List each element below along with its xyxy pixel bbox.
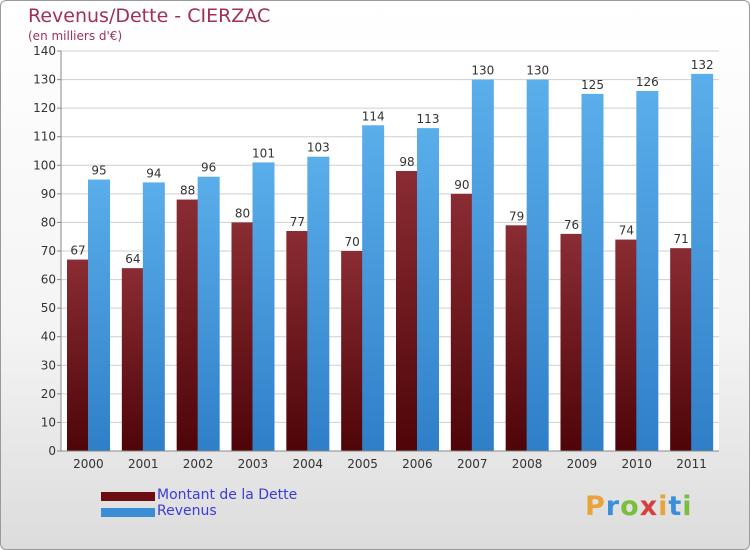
bar-revenus	[142, 182, 165, 451]
bar-dette	[67, 259, 89, 451]
data-label: 95	[91, 164, 106, 178]
data-label: 70	[345, 235, 360, 249]
proxiti-logo: Proxiti	[585, 491, 693, 522]
x-tick-label: 2007	[457, 457, 488, 471]
chart-subtitle: (en milliers d'€)	[28, 29, 123, 43]
data-label: 103	[307, 141, 330, 155]
data-label: 67	[70, 244, 85, 258]
data-label: 130	[526, 64, 549, 78]
x-tick-label: 2003	[238, 457, 269, 471]
data-label: 80	[235, 206, 250, 220]
x-tick-label: 2010	[621, 457, 652, 471]
x-tick-label: 2000	[73, 457, 104, 471]
bar-dette	[286, 231, 309, 451]
bar-dette	[341, 251, 364, 451]
bar-dette	[121, 268, 144, 451]
grid-layer	[61, 50, 719, 452]
labels-layer: 67 95 64 94 88 96 80 101 77 103 70 114 98 113 90 130 79 1…	[70, 58, 713, 266]
x-tick-label: 2005	[347, 457, 378, 471]
y-tick-label: 80	[41, 215, 56, 229]
y-tick-label: 30	[41, 358, 56, 372]
data-label: 101	[252, 146, 275, 160]
data-label: 90	[454, 178, 469, 192]
data-label: 94	[146, 166, 161, 180]
data-label: 96	[201, 161, 216, 175]
x-tick-label: 2002	[183, 457, 214, 471]
bar-dette	[396, 171, 418, 451]
data-label: 126	[636, 75, 659, 89]
bar-revenus	[197, 176, 220, 451]
data-label: 88	[180, 184, 195, 198]
legend-swatch-dette	[101, 492, 155, 501]
x-tick-label: 2011	[676, 457, 707, 471]
legend-swatch-revenus	[101, 508, 155, 517]
data-label: 77	[290, 215, 305, 229]
data-label: 125	[581, 78, 604, 92]
bar-dette	[450, 193, 473, 451]
bar-dette	[505, 225, 528, 451]
data-label: 98	[399, 155, 414, 169]
bar-revenus	[88, 179, 110, 452]
bar-revenus	[636, 91, 659, 451]
data-label: 71	[674, 232, 689, 246]
bars-layer	[67, 73, 714, 452]
logo-letter: P	[585, 491, 606, 522]
data-label: 113	[417, 112, 440, 126]
y-tick-label: 40	[41, 330, 56, 344]
y-tick-label: 100	[33, 158, 56, 172]
bar-dette	[560, 233, 583, 451]
y-tick-label: 50	[41, 301, 56, 315]
data-label: 64	[125, 252, 140, 266]
bar-revenus	[526, 79, 549, 452]
y-tick-label: 140	[33, 44, 56, 58]
bar-revenus	[691, 73, 714, 451]
bar-revenus	[417, 128, 439, 451]
y-tick-label: 110	[33, 130, 56, 144]
x-tick-label: 2009	[567, 457, 598, 471]
data-label: 132	[691, 58, 714, 72]
data-label: 74	[619, 224, 634, 238]
x-tick-label: 2006	[402, 457, 433, 471]
y-tick-label: 90	[41, 187, 56, 201]
logo-letter: i	[682, 491, 693, 522]
bar-revenus	[471, 79, 494, 452]
chart-title: Revenus/Dette - CIERZAC	[28, 5, 271, 27]
logo-letter: r	[605, 491, 621, 522]
legend-label-dette: Montant de la Dette	[157, 487, 298, 503]
bar-dette	[615, 239, 638, 451]
bar-dette	[231, 222, 254, 451]
data-label: 79	[509, 209, 524, 223]
logo-letter: o	[620, 491, 640, 522]
bar-revenus	[581, 93, 604, 451]
legend-label-revenus: Revenus	[157, 503, 217, 519]
x-tick-label: 2001	[128, 457, 159, 471]
y-tick-label: 120	[33, 101, 56, 115]
bar-revenus	[307, 156, 330, 451]
data-label: 130	[471, 64, 494, 78]
data-label: 76	[564, 218, 579, 232]
y-tick-label: 70	[41, 244, 56, 258]
logo-letter: t	[668, 491, 683, 522]
y-tick-label: 20	[41, 387, 56, 401]
y-tick-label: 10	[41, 415, 56, 429]
y-tick-label: 130	[33, 73, 56, 87]
bar-dette	[670, 248, 693, 451]
logo-letter: i	[658, 491, 669, 522]
bar-revenus	[252, 162, 275, 451]
bar-dette	[176, 199, 199, 451]
bar-revenus	[362, 125, 385, 452]
axis-layer: 0 10 20 30 40 50 60 70 80 90 100 110 120 130 140 2000 20…	[33, 44, 719, 471]
logo-letter: x	[639, 491, 659, 522]
data-label: 114	[362, 109, 385, 123]
x-tick-label: 2004	[292, 457, 323, 471]
y-tick-label: 60	[41, 273, 56, 287]
x-tick-label: 2008	[512, 457, 543, 471]
y-tick-label: 0	[48, 444, 56, 458]
